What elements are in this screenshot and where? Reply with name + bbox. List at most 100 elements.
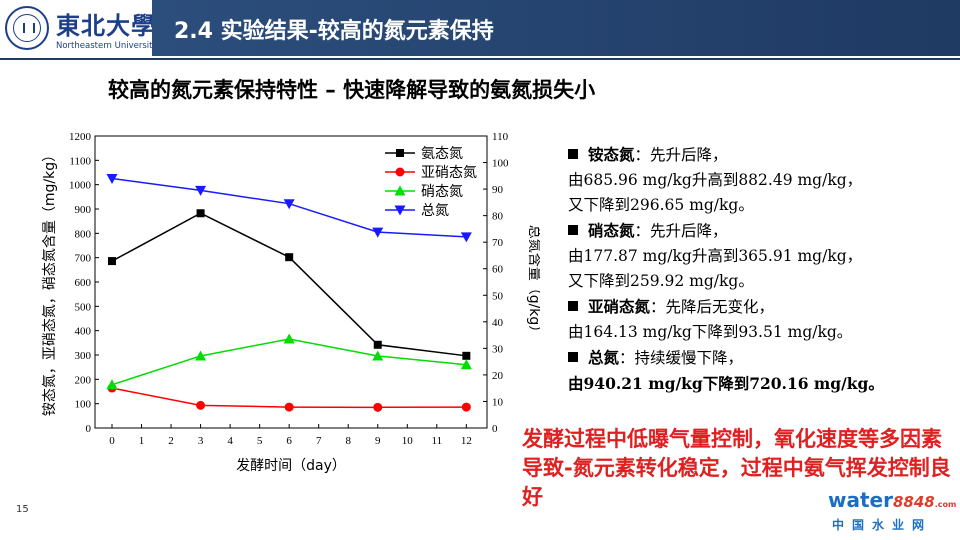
legend-label: 总氮 — [421, 203, 449, 219]
y-left-tick-label: 700 — [75, 253, 92, 265]
x-tick-label: 10 — [402, 435, 414, 447]
note-name: 硝态氮 — [588, 221, 635, 240]
data-point — [283, 333, 295, 344]
y-left-tick-label: 100 — [75, 399, 92, 411]
note-name: 亚硝态氮 — [588, 297, 651, 316]
logo-english-name: Northeastern University — [56, 41, 158, 51]
y-left-tick-label: 1100 — [69, 155, 91, 167]
x-tick-label: 11 — [432, 435, 443, 447]
y-right-tick-label: 20 — [492, 370, 504, 382]
legend-label: 硝态氮 — [421, 184, 463, 200]
y-left-tick-label: 600 — [75, 277, 92, 289]
data-point — [106, 173, 118, 184]
title-band: 2.4 实验结果-较高的氮元素保持 — [152, 0, 960, 56]
watermark-domain: .com — [934, 500, 957, 509]
y-right-axis-label: 总氮含量（g/kg） — [526, 225, 540, 340]
note-nitrate: 硝态氮：先升后降， 由177.87 mg/kg升高到365.91 mg/kg， … — [568, 218, 953, 294]
slide-subtitle: 较高的氮元素保持特性 – 快速降解导致的氨氮损失小 — [108, 78, 596, 102]
bullet-square-icon — [568, 225, 578, 235]
watermark-brand: water — [828, 488, 893, 512]
watermark-number: 8848 — [892, 493, 935, 511]
y-left-tick-label: 400 — [75, 326, 92, 338]
header-divider — [0, 58, 960, 60]
x-tick-label: 7 — [316, 435, 322, 447]
university-seal-icon — [5, 6, 49, 50]
data-point — [460, 359, 472, 370]
data-point — [106, 379, 118, 390]
x-tick-label: 12 — [461, 435, 472, 447]
legend-marker — [395, 167, 405, 177]
note-detail: 由177.87 mg/kg升高到365.91 mg/kg， — [568, 247, 863, 265]
y-right-tick-label: 70 — [492, 237, 504, 249]
data-point — [462, 351, 471, 360]
y-right-tick-label: 80 — [492, 211, 504, 223]
note-detail: 由685.96 mg/kg升高到882.49 mg/kg， — [568, 171, 863, 189]
data-point — [460, 232, 472, 243]
y-right-tick-label: 50 — [492, 290, 504, 302]
data-point — [373, 402, 383, 412]
y-right-tick-label: 30 — [492, 343, 504, 355]
series-line-2 — [111, 338, 467, 386]
note-nitrite: 亚硝态氮：先降后无变化， 由164.13 mg/kg下降到93.51 mg/kg… — [568, 294, 953, 345]
y-right-tick-label: 110 — [492, 131, 509, 143]
data-point — [373, 340, 382, 349]
y-right-tick-label: 10 — [492, 396, 504, 408]
x-tick-label: 4 — [227, 435, 233, 447]
legend-label: 氨态氮 — [421, 146, 463, 162]
note-trend: ：先降后无变化， — [650, 298, 775, 316]
nitrogen-line-chart: 0100200300400500600700800900100011001200… — [42, 131, 540, 474]
x-tick-label: 1 — [139, 435, 145, 447]
note-trend: ：先升后降， — [634, 146, 728, 164]
x-tick-label: 9 — [375, 435, 381, 447]
bullet-square-icon — [568, 149, 578, 159]
data-point — [196, 400, 206, 410]
conclusion-text: 发酵过程中低曝气量控制，氧化速度等多因素导致-氮元素转化稳定，过程中氨气挥发控制… — [522, 427, 951, 509]
note-trend: ：持续缓慢下降， — [619, 349, 744, 367]
y-left-tick-label: 0 — [86, 423, 92, 435]
note-detail-2: 又下降到296.65 mg/kg。 — [568, 196, 754, 214]
bullet-square-icon — [568, 301, 578, 311]
slide-header: 東北大學 Northeastern University 2.4 实验结果-较高… — [0, 0, 960, 60]
note-name: 铵态氮 — [588, 145, 635, 164]
x-tick-label: 2 — [168, 435, 174, 447]
data-point — [196, 209, 205, 218]
y-left-tick-label: 900 — [75, 204, 92, 216]
x-tick-label: 3 — [198, 435, 204, 447]
x-axis-label: 发酵时间（day） — [236, 458, 346, 474]
note-total-nitrogen: 总氮：持续缓慢下降， 由940.21 mg/kg下降到720.16 mg/kg。 — [568, 345, 953, 396]
data-point — [372, 227, 384, 238]
data-point — [461, 402, 471, 412]
data-point — [283, 199, 295, 210]
data-point — [284, 402, 294, 412]
data-point — [195, 350, 207, 361]
y-left-tick-label: 500 — [75, 301, 92, 313]
legend-label: 亚硝态氮 — [421, 165, 477, 181]
legend-marker — [394, 205, 406, 216]
note-detail-2: 又下降到259.92 mg/kg。 — [568, 272, 754, 290]
university-logo: 東北大學 Northeastern University — [0, 0, 158, 58]
x-tick-label: 5 — [257, 435, 263, 447]
note-detail: 由164.13 mg/kg下降到93.51 mg/kg。 — [568, 323, 853, 341]
y-right-tick-label: 60 — [492, 264, 504, 276]
y-left-tick-label: 300 — [75, 350, 92, 362]
logo-chinese-name: 東北大學 — [56, 11, 156, 40]
watermark-logo: water8848.com 中国水业网 — [828, 488, 957, 533]
data-point — [108, 257, 116, 266]
y-left-tick-label: 200 — [75, 374, 92, 386]
y-right-tick-label: 40 — [492, 317, 504, 329]
note-trend: ：先升后降， — [634, 222, 728, 240]
legend-marker — [396, 149, 404, 157]
y-left-tick-label: 800 — [75, 228, 92, 240]
x-tick-label: 0 — [109, 435, 115, 447]
y-left-tick-label: 1200 — [69, 131, 92, 143]
y-right-tick-label: 100 — [492, 158, 509, 170]
y-right-tick-label: 90 — [492, 184, 504, 196]
y-left-axis-label: 铵态氮，亚硝态氮，硝态氮含量（mg/kg） — [42, 148, 58, 416]
slide-title: 2.4 实验结果-较高的氮元素保持 — [174, 19, 494, 44]
watermark-chinese: 中国水业网 — [832, 518, 933, 532]
y-left-tick-label: 1000 — [69, 180, 92, 192]
result-notes: 铵态氮：先升后降， 由685.96 mg/kg升高到882.49 mg/kg， … — [568, 142, 953, 396]
x-tick-label: 8 — [345, 435, 351, 447]
legend-marker — [394, 185, 406, 196]
note-name: 总氮 — [588, 348, 620, 367]
